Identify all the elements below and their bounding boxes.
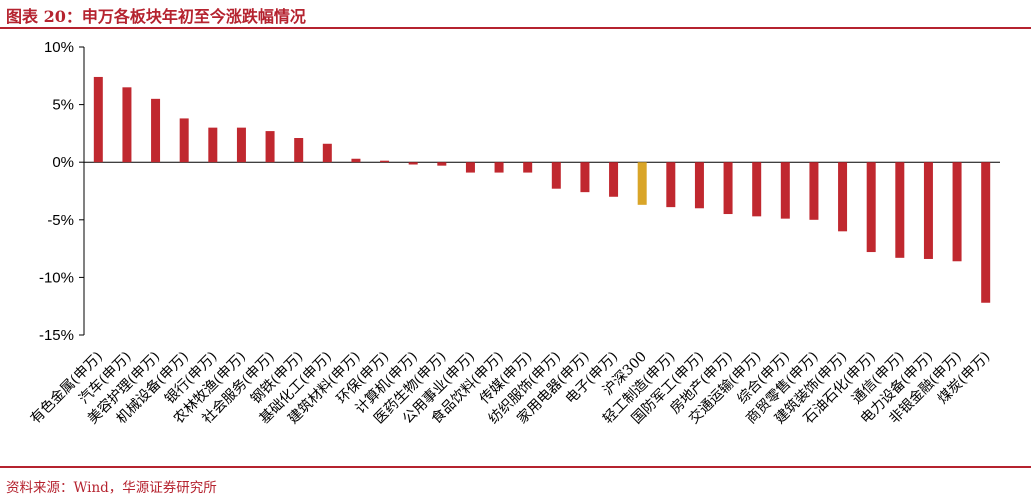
bar xyxy=(694,162,704,209)
y-tick-label: -10% xyxy=(39,269,74,286)
y-tick-label: 10% xyxy=(44,39,74,56)
bar xyxy=(580,162,590,193)
bar xyxy=(380,160,390,163)
bar xyxy=(236,127,246,163)
bar xyxy=(122,87,132,163)
title-divider xyxy=(0,27,1031,29)
bar xyxy=(465,162,475,173)
bar xyxy=(494,162,504,173)
bar xyxy=(981,162,991,303)
bar xyxy=(809,162,819,220)
source-divider xyxy=(0,466,1031,468)
bar xyxy=(151,98,161,163)
bar xyxy=(780,162,790,219)
bar xyxy=(93,76,103,163)
bar xyxy=(437,162,447,166)
bar xyxy=(265,131,275,163)
bar xyxy=(322,143,332,163)
bar xyxy=(523,162,533,173)
source-note: 资料来源：Wind，华源证券研究所 xyxy=(6,480,217,496)
chart-title: 图表 20：申万各板块年初至今涨跌幅情况 xyxy=(6,7,306,26)
bar xyxy=(895,162,905,258)
y-tick-label: 5% xyxy=(52,97,74,114)
bar xyxy=(637,162,647,205)
bar xyxy=(408,162,418,165)
bar xyxy=(294,138,304,163)
bar xyxy=(838,162,848,232)
y-tick-label: 0% xyxy=(52,154,74,171)
bar xyxy=(666,162,676,208)
bar xyxy=(723,162,733,215)
bar xyxy=(609,162,619,197)
bar xyxy=(351,158,361,163)
bar xyxy=(923,162,933,259)
bar-chart: 10%5%0%-5%-10%-15% 有色金属(申万)汽车(申万)美容护理(申万… xyxy=(27,39,1000,427)
bar xyxy=(551,162,561,189)
bar xyxy=(752,162,762,217)
bar xyxy=(866,162,876,253)
y-tick-label: -15% xyxy=(39,327,74,344)
bar xyxy=(208,127,218,163)
bar xyxy=(952,162,962,262)
bar xyxy=(179,118,189,163)
y-tick-label: -5% xyxy=(47,212,74,229)
